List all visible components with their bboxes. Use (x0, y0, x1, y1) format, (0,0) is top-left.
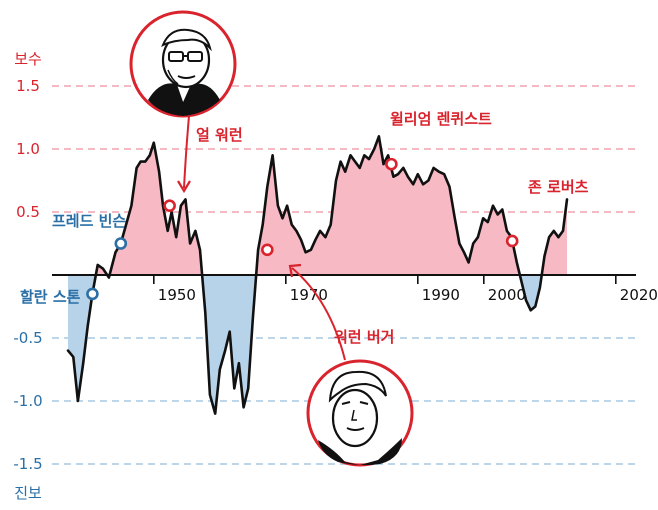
warren-burger-arrowhead (288, 263, 302, 278)
chief-justice-marker (385, 157, 398, 171)
chief-justice-marker (114, 237, 128, 250)
y-axis-bottom-label: 진보 (14, 484, 42, 502)
y-tick-label: -0.5 (13, 329, 42, 347)
earl-warren-arrowhead (177, 180, 191, 194)
x-axis-ticks: 1950 1970 1990 2000 2020 (153, 275, 658, 304)
x-tick-label: 1970 (290, 286, 328, 304)
warren-burger-arrow (291, 267, 346, 361)
chief-justice-label: 워런 버거 (334, 328, 394, 346)
earl-warren-arrow (183, 115, 190, 189)
y-tick-label: -1.5 (13, 455, 42, 473)
y-tick-label: -1.0 (13, 392, 42, 410)
chief-justice-label: 프레드 빈슨 (52, 212, 126, 230)
x-tick-label: 1950 (158, 286, 196, 304)
x-tick-label: 1990 (422, 286, 460, 304)
warren-burger-portrait (306, 359, 414, 467)
chief-justice-markers (86, 157, 519, 301)
y-tick-label: 0.5 (16, 203, 40, 221)
earl-warren-portrait (129, 10, 237, 118)
chief-justice-label: 윌리엄 렌퀴스트 (390, 110, 492, 128)
chief-justice-marker (261, 243, 274, 257)
y-tick-label: 1.0 (16, 140, 40, 158)
chief-justice-label: 얼 워런 (196, 126, 243, 144)
chief-justice-label: 존 로버츠 (528, 178, 589, 196)
y-axis-top-label: 보수 (14, 50, 42, 68)
x-tick-label: 2020 (620, 286, 658, 304)
chief-justice-label: 할란 스톤 (20, 288, 81, 306)
ideology-series-line (66, 135, 569, 415)
chief-justice-marker (505, 234, 519, 248)
chief-justice-marker (86, 287, 99, 301)
y-axis-labels: 1.5 1.0 0.5 -0.5 -1.0 -1.5 (13, 77, 42, 473)
chief-justice-marker (163, 199, 176, 212)
y-tick-label: 1.5 (16, 77, 40, 95)
x-tick-label: 2000 (488, 286, 526, 304)
